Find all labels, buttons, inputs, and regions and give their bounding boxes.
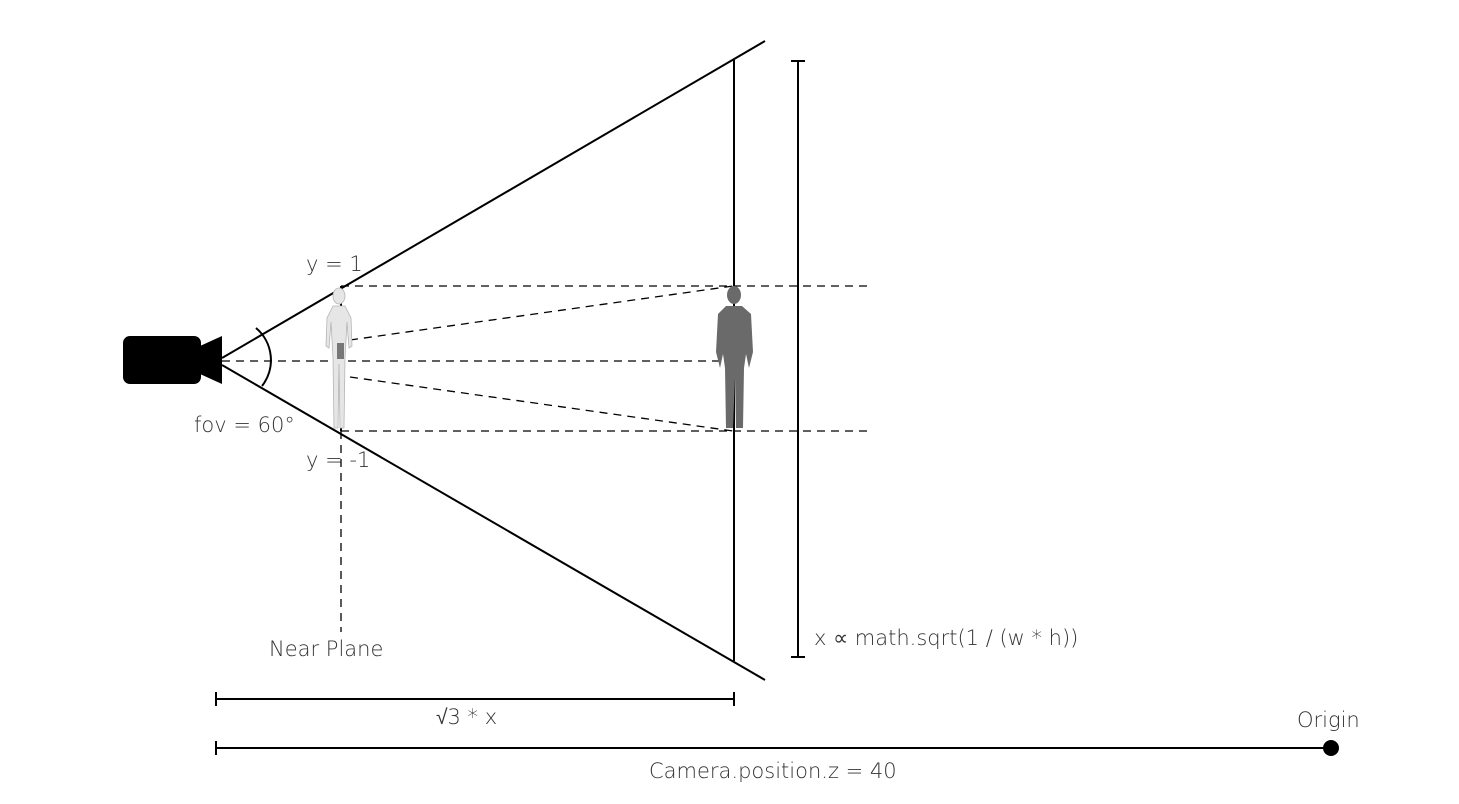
fov-arc — [255, 327, 272, 387]
projection-line-bottom — [349, 376, 734, 432]
origin-point — [1323, 740, 1339, 756]
y-top-label: y = 1 — [306, 252, 363, 276]
near-figure-highlight — [337, 343, 344, 359]
distance-formula-label: √3 * x — [436, 705, 497, 729]
origin-label: Origin — [1297, 708, 1360, 732]
distance-dimension — [215, 692, 735, 706]
height-formula-label: x ∝ math.sqrt(1 / (w * h)) — [814, 626, 1078, 650]
y-bottom-label: y = -1 — [306, 448, 370, 472]
frustum-bottom-edge — [221, 364, 766, 681]
camera-z-dimension — [215, 741, 1331, 755]
fov-label: fov = 60° — [194, 413, 295, 437]
projection-line-top — [349, 285, 734, 341]
video-camera-icon — [123, 336, 222, 384]
frustum-top-edge — [221, 40, 766, 359]
camera-z-label: Camera.position.z = 40 — [649, 759, 897, 783]
human-silhouette-icon — [325, 287, 353, 429]
height-dimension — [791, 60, 805, 658]
near-plane-label: Near Plane — [269, 637, 383, 661]
human-silhouette-icon — [716, 286, 753, 428]
